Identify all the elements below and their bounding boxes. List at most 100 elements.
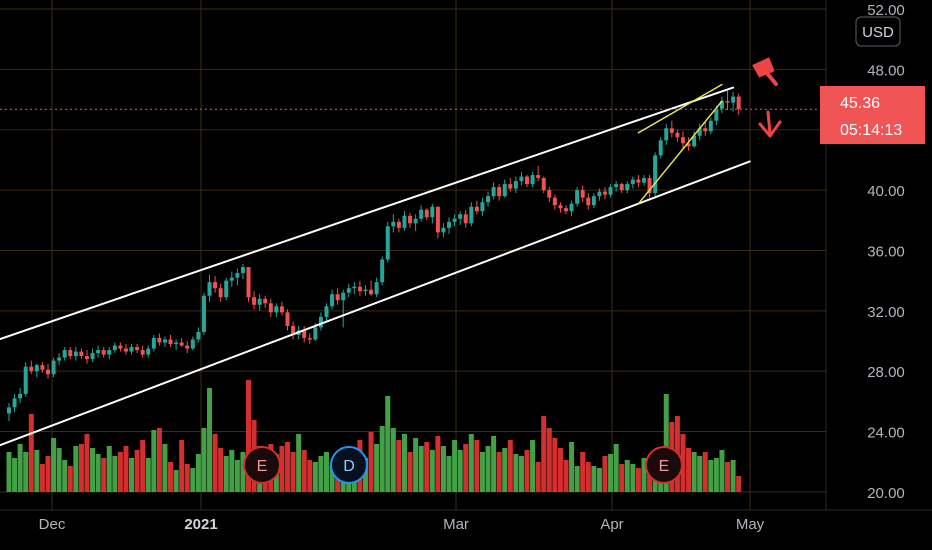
last-price-value: 45.36 — [840, 95, 880, 112]
candle — [207, 274, 212, 302]
candle-body — [18, 393, 23, 399]
candle-body — [135, 347, 140, 351]
candle-body — [118, 345, 123, 349]
volume-bar — [479, 452, 485, 492]
volume-bar — [401, 434, 407, 492]
candle-body — [564, 208, 568, 212]
candle-body — [547, 190, 552, 198]
candle-body — [57, 357, 62, 361]
candle-body — [686, 143, 691, 147]
candle — [7, 402, 11, 421]
candle — [558, 202, 563, 213]
candle-body — [330, 294, 335, 307]
candle — [447, 217, 452, 234]
volume-bar — [474, 440, 480, 492]
y-tick-label: 32.00 — [867, 304, 905, 321]
candle — [240, 264, 245, 280]
candle-body — [719, 101, 724, 109]
candle — [285, 309, 290, 331]
candle — [564, 205, 568, 215]
candle-body — [731, 96, 736, 103]
volume-bar — [17, 444, 23, 492]
candle — [257, 294, 262, 311]
candle — [736, 93, 741, 115]
candle — [636, 175, 641, 188]
y-tick-label: 24.00 — [867, 425, 905, 442]
volume-bar — [702, 452, 708, 492]
candle-body — [45, 369, 50, 375]
candle — [324, 303, 329, 323]
currency-button[interactable]: USD — [855, 16, 901, 47]
dividend-marker[interactable]: D — [330, 446, 368, 484]
candle-body — [7, 407, 11, 414]
volume-bar — [151, 430, 157, 492]
volume-bar — [190, 468, 196, 492]
bar-countdown: 05:14:13 — [840, 122, 902, 139]
candle — [352, 282, 357, 295]
candle-body — [68, 350, 73, 357]
candle-body — [491, 187, 496, 197]
earnings-marker[interactable]: E — [645, 446, 683, 484]
volume-bar — [708, 460, 714, 492]
candle-body — [625, 184, 630, 191]
candle — [602, 187, 607, 200]
channel-lower-line[interactable] — [0, 160, 751, 448]
channel-upper-line[interactable] — [0, 86, 735, 346]
candle-body — [335, 294, 340, 301]
volume-bar — [246, 380, 252, 492]
candle — [630, 176, 635, 189]
hammer-icon[interactable] — [752, 57, 778, 86]
candle-body — [246, 267, 251, 298]
candle-body — [413, 218, 418, 224]
candle — [413, 214, 418, 231]
volume-bar — [73, 446, 79, 492]
volume-bar — [608, 454, 614, 492]
candle-body — [123, 348, 128, 352]
volume-bar — [491, 436, 497, 492]
volume-bar — [212, 434, 218, 492]
candle-body — [291, 325, 296, 335]
candle-body — [84, 356, 89, 360]
candle — [541, 176, 546, 194]
candle — [190, 336, 195, 351]
volume-bar — [541, 416, 547, 492]
candle-body — [90, 353, 95, 360]
volume-bar — [6, 452, 12, 492]
earnings-marker[interactable]: E — [243, 446, 281, 484]
candle — [246, 267, 251, 302]
candle-body — [12, 398, 17, 408]
x-tick-label: 2021 — [184, 516, 217, 533]
wedge-upper-line[interactable] — [637, 83, 723, 134]
volume-bar — [56, 448, 62, 492]
volume-bar — [630, 464, 636, 492]
candle-body — [714, 108, 719, 121]
candle — [703, 122, 708, 136]
candle — [45, 363, 50, 379]
candle-body — [51, 360, 56, 375]
volume-bar — [418, 446, 424, 492]
candle — [129, 344, 134, 355]
volume-bar — [641, 458, 647, 492]
candle — [664, 123, 669, 145]
candle — [519, 172, 524, 186]
x-tick-label: Mar — [443, 516, 469, 533]
time-axis[interactable]: Dec 2021 Mar Apr May — [39, 516, 765, 533]
candle-body — [218, 288, 223, 298]
candle — [274, 303, 279, 317]
volume-bar — [362, 458, 368, 492]
down-arrow-annotation — [758, 110, 782, 138]
candle-body — [23, 366, 28, 394]
price-axis[interactable]: 20.0024.0028.0032.0036.0040.0044.0048.00… — [867, 2, 905, 502]
volume-bar — [218, 448, 224, 492]
candle-body — [458, 214, 463, 219]
candle-body — [162, 339, 167, 343]
wedge-lower-line[interactable] — [637, 100, 723, 205]
candle — [692, 131, 697, 148]
candle-body — [435, 206, 440, 233]
candle-body — [480, 202, 485, 212]
volume-bar — [179, 440, 185, 492]
candle-body — [658, 140, 663, 156]
y-tick-label: 20.00 — [867, 485, 905, 502]
candle-body — [252, 297, 257, 305]
